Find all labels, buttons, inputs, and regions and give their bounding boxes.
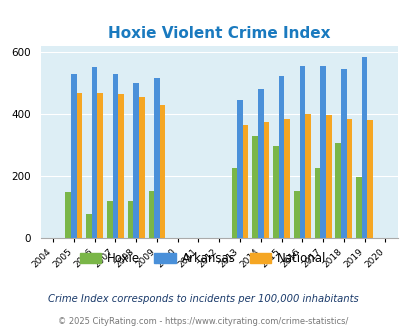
- Bar: [325, 115, 331, 238]
- Bar: [305, 114, 310, 238]
- Bar: [263, 122, 269, 238]
- Bar: [128, 201, 133, 238]
- Bar: [299, 66, 305, 238]
- Bar: [139, 97, 144, 238]
- Title: Hoxie Violent Crime Index: Hoxie Violent Crime Index: [108, 26, 330, 41]
- Text: Crime Index corresponds to incidents per 100,000 inhabitants: Crime Index corresponds to incidents per…: [47, 294, 358, 304]
- Bar: [273, 146, 278, 238]
- Bar: [107, 201, 112, 238]
- Text: © 2025 CityRating.com - https://www.cityrating.com/crime-statistics/: © 2025 CityRating.com - https://www.city…: [58, 317, 347, 326]
- Bar: [86, 214, 92, 238]
- Bar: [367, 120, 372, 238]
- Bar: [159, 105, 165, 238]
- Bar: [97, 92, 103, 238]
- Bar: [278, 77, 284, 238]
- Bar: [154, 78, 159, 238]
- Bar: [320, 66, 325, 238]
- Bar: [148, 191, 154, 238]
- Bar: [231, 168, 237, 238]
- Bar: [257, 89, 263, 238]
- Legend: Hoxie, Arkansas, National: Hoxie, Arkansas, National: [75, 247, 330, 270]
- Bar: [293, 191, 299, 238]
- Bar: [355, 177, 361, 238]
- Bar: [118, 94, 124, 238]
- Bar: [71, 74, 77, 238]
- Bar: [133, 83, 139, 238]
- Bar: [284, 119, 289, 238]
- Bar: [314, 168, 320, 238]
- Bar: [335, 144, 340, 238]
- Bar: [92, 67, 97, 238]
- Bar: [252, 136, 257, 238]
- Bar: [237, 100, 242, 238]
- Bar: [346, 119, 352, 238]
- Bar: [361, 57, 367, 238]
- Bar: [65, 192, 71, 238]
- Bar: [242, 125, 248, 238]
- Bar: [340, 69, 346, 238]
- Bar: [112, 74, 118, 238]
- Bar: [77, 93, 82, 238]
